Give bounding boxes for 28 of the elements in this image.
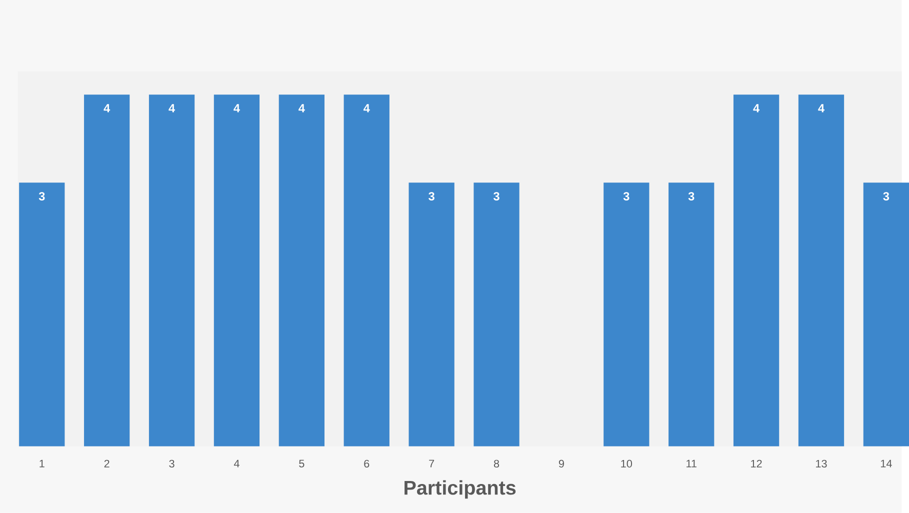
x-tick-label: 1	[40, 460, 44, 468]
data-label: 4	[818, 104, 824, 112]
x-tick-label: 8	[494, 460, 500, 468]
x-tick-label: 11	[686, 460, 696, 468]
x-tick-label: 9	[558, 460, 564, 468]
data-label: 4	[298, 104, 305, 112]
data-label: 3	[493, 192, 500, 201]
data-label: 3	[688, 192, 694, 201]
data-label: 3	[623, 192, 630, 201]
data-label: 4	[364, 104, 370, 112]
x-tick-label: 13	[816, 460, 827, 468]
x-axis-title: Participants	[404, 480, 516, 499]
data-label: 3	[38, 192, 45, 201]
x-tick-label: 2	[104, 460, 110, 468]
data-label: 4	[104, 104, 110, 112]
x-tick-label: 14	[880, 460, 892, 468]
data-label: 3	[428, 192, 434, 201]
x-tick-label: 4	[234, 460, 240, 468]
x-tick-label: 6	[364, 460, 370, 468]
x-tick-label: 5	[299, 460, 304, 468]
x-tick-label: 10	[621, 460, 632, 468]
data-label: 4	[168, 104, 176, 112]
data-label: 4	[234, 104, 240, 112]
x-tick-label: 12	[751, 460, 762, 468]
x-tick-label: 3	[169, 460, 174, 468]
x-tick-label: 7	[429, 460, 434, 468]
data-label: 4	[753, 104, 760, 112]
data-label: 3	[883, 192, 890, 201]
